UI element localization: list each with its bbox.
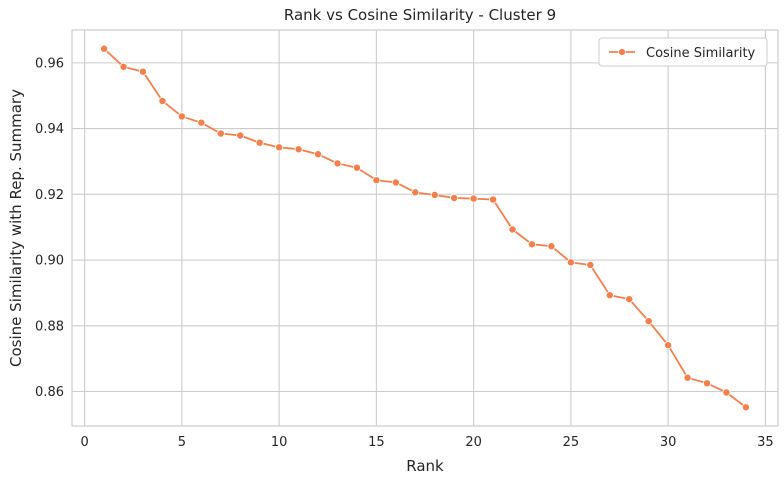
data-point bbox=[236, 131, 245, 140]
x-tick-label: 5 bbox=[178, 435, 186, 450]
data-point bbox=[527, 240, 536, 249]
data-point bbox=[352, 163, 361, 172]
plot-frame bbox=[71, 29, 779, 427]
y-axis-label: Cosine Similarity with Rep. Summary bbox=[7, 89, 25, 367]
x-tick-label: 25 bbox=[563, 435, 580, 450]
x-axis-label: Rank bbox=[406, 457, 444, 475]
data-point bbox=[255, 138, 264, 147]
y-tick-label: 0.90 bbox=[35, 254, 64, 269]
data-point bbox=[333, 159, 342, 168]
data-point bbox=[391, 178, 400, 187]
chart-title: Rank vs Cosine Similarity - Cluster 9 bbox=[284, 6, 556, 24]
data-point bbox=[197, 118, 206, 127]
data-point bbox=[703, 379, 712, 388]
x-axis-ticks: 0 5 10 15 20 25 30 35 bbox=[81, 435, 774, 450]
data-point bbox=[158, 96, 167, 105]
data-point bbox=[683, 373, 692, 382]
data-point bbox=[294, 145, 303, 154]
data-point bbox=[741, 403, 750, 412]
series-line bbox=[103, 48, 747, 408]
data-point bbox=[314, 150, 323, 159]
data-point bbox=[566, 258, 575, 267]
data-point bbox=[664, 341, 673, 350]
data-point bbox=[411, 188, 420, 197]
data-point bbox=[605, 291, 614, 300]
x-tick-label: 10 bbox=[271, 435, 288, 450]
data-point bbox=[644, 317, 653, 326]
x-tick-label: 15 bbox=[368, 435, 385, 450]
data-point bbox=[430, 190, 439, 199]
data-point bbox=[547, 242, 556, 251]
x-tick-label: 35 bbox=[757, 435, 774, 450]
y-tick-label: 0.92 bbox=[35, 188, 64, 203]
x-tick-label: 30 bbox=[660, 435, 677, 450]
data-point bbox=[508, 225, 517, 234]
data-point bbox=[216, 129, 225, 138]
data-point bbox=[100, 44, 109, 53]
y-tick-label: 0.88 bbox=[35, 319, 64, 334]
legend-marker bbox=[618, 48, 626, 56]
legend-box bbox=[598, 37, 768, 67]
x-tick-label: 0 bbox=[81, 435, 89, 450]
data-point bbox=[372, 176, 381, 185]
data-point bbox=[177, 112, 186, 121]
y-tick-label: 0.86 bbox=[35, 385, 64, 400]
data-point bbox=[722, 388, 731, 397]
data-point bbox=[625, 295, 634, 304]
data-point bbox=[469, 194, 478, 203]
data-point bbox=[119, 62, 128, 71]
data-point bbox=[489, 195, 498, 204]
data-point bbox=[450, 193, 459, 202]
grid bbox=[72, 30, 778, 426]
data-point bbox=[138, 67, 147, 76]
x-tick-label: 20 bbox=[465, 435, 482, 450]
data-point bbox=[275, 143, 284, 152]
legend-label: Cosine Similarity bbox=[646, 46, 756, 61]
y-tick-label: 0.94 bbox=[35, 122, 64, 137]
legend: Cosine Similarity bbox=[598, 37, 768, 67]
y-axis-ticks: 0.86 0.88 0.90 0.92 0.94 0.96 bbox=[35, 56, 64, 400]
data-point bbox=[586, 260, 595, 269]
y-tick-label: 0.96 bbox=[35, 56, 64, 71]
series-layer bbox=[100, 44, 750, 412]
